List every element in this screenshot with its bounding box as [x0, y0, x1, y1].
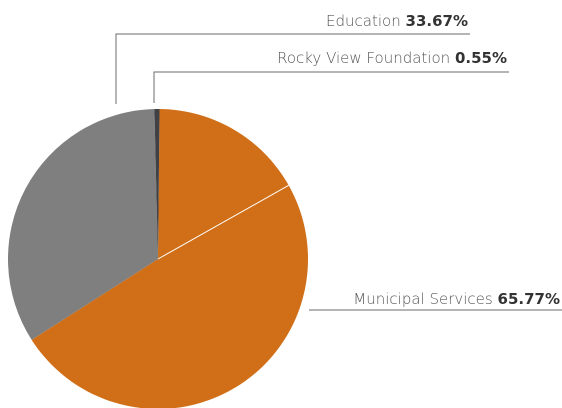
- pie-slices: [7, 109, 308, 408]
- label-education: Education 33.67%: [115, 12, 470, 104]
- pie-slice-education: [7, 109, 158, 340]
- label-municipal-services-value: 65.77%: [498, 290, 560, 308]
- label-education-name: Education: [326, 12, 401, 30]
- label-rocky-view-foundation-value: 0.55%: [455, 49, 507, 67]
- leader-line-education: [115, 33, 470, 104]
- leader-line-rocky-view-foundation: [153, 71, 509, 103]
- label-rocky-view-foundation-text: Rocky View Foundation 0.55%: [277, 49, 507, 67]
- label-rocky-view-foundation: Rocky View Foundation 0.55%: [153, 49, 509, 103]
- label-education-value: 33.67%: [406, 12, 468, 30]
- pie-slice-municipal-services: [31, 109, 308, 408]
- label-municipal-services-text: Municipal Services 65.77%: [353, 290, 560, 308]
- pie-slice-rocky-view-foundation: [154, 109, 160, 259]
- label-rocky-view-foundation-name: Rocky View Foundation: [277, 49, 450, 67]
- slice-separator: [157, 184, 289, 260]
- label-municipal-services-name: Municipal Services: [353, 290, 492, 308]
- label-education-text: Education 33.67%: [326, 12, 468, 30]
- label-municipal-services: Municipal Services 65.77%: [309, 290, 562, 311]
